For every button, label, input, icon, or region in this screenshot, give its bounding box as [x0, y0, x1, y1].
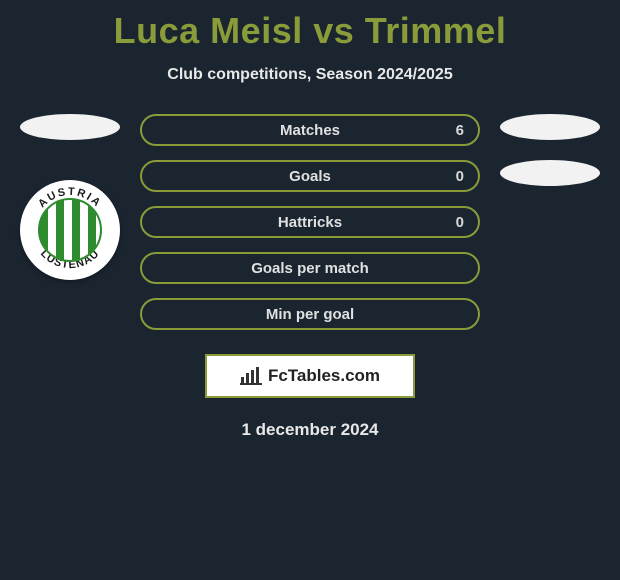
bar-chart-icon	[240, 367, 262, 385]
content-area: AUSTRIA LUSTENAU Matches 6 Goals 0 Hattr…	[0, 114, 620, 440]
stat-row-goals-per-match: Goals per match	[140, 252, 480, 284]
club-badge-stripes	[38, 198, 102, 262]
stat-row-matches: Matches 6	[140, 114, 480, 146]
stats-list: Matches 6 Goals 0 Hattricks 0 Goals per …	[140, 114, 480, 330]
stat-label: Matches	[280, 122, 340, 139]
stat-value-right: 6	[456, 122, 464, 139]
left-player-column: AUSTRIA LUSTENAU	[10, 114, 130, 280]
stat-label: Goals	[289, 168, 331, 185]
player-photo-placeholder	[20, 114, 120, 140]
stat-label: Min per goal	[266, 306, 354, 323]
club-badge-placeholder	[500, 160, 600, 186]
page-title: Luca Meisl vs Trimmel	[0, 0, 620, 52]
right-player-column	[490, 114, 610, 186]
stat-row-goals: Goals 0	[140, 160, 480, 192]
player-photo-placeholder	[500, 114, 600, 140]
subtitle: Club competitions, Season 2024/2025	[0, 66, 620, 84]
stat-label: Hattricks	[278, 214, 342, 231]
stat-label: Goals per match	[251, 260, 369, 277]
club-badge-austria-lustenau: AUSTRIA LUSTENAU	[20, 180, 120, 280]
stat-row-min-per-goal: Min per goal	[140, 298, 480, 330]
stat-value-right: 0	[456, 168, 464, 185]
stat-row-hattricks: Hattricks 0	[140, 206, 480, 238]
branding-box[interactable]: FcTables.com	[205, 354, 415, 398]
branding-label: FcTables.com	[268, 366, 380, 386]
date-label: 1 december 2024	[0, 420, 620, 440]
stat-value-right: 0	[456, 214, 464, 231]
